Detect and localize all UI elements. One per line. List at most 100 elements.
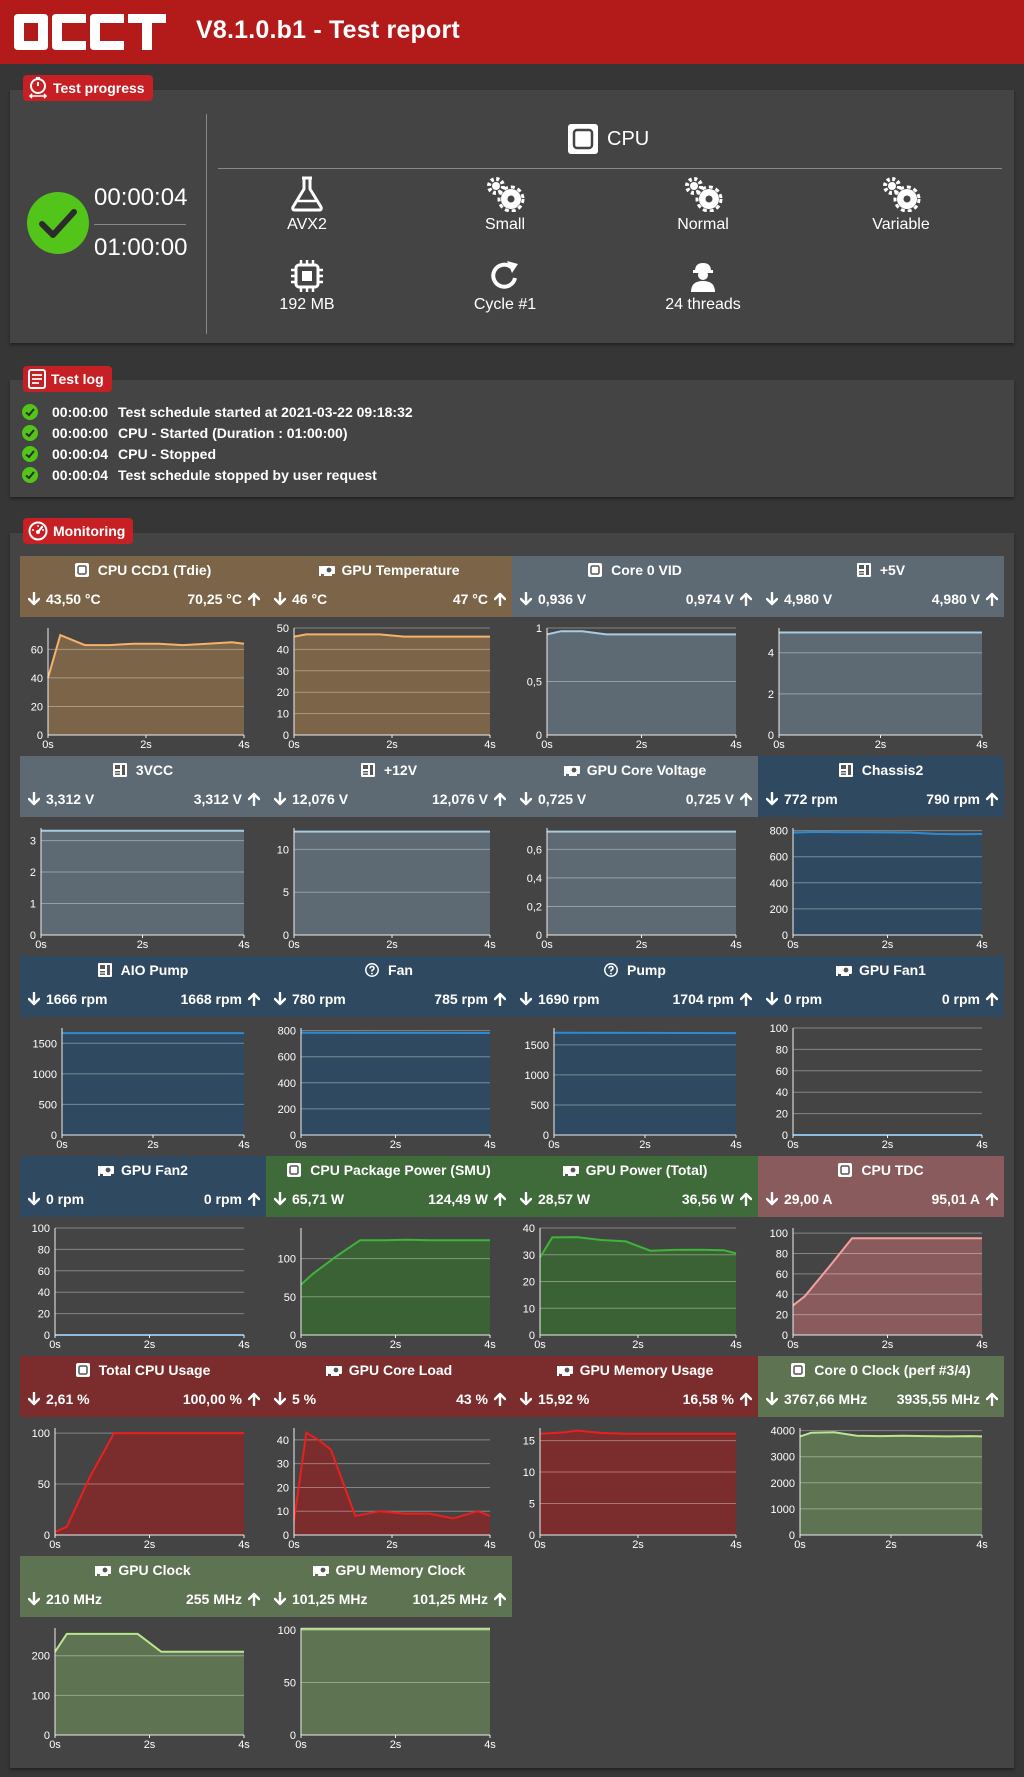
sensor-title: GPU Core Voltage (512, 762, 758, 778)
sensor-chart: 0 10 20 30 40 0s 2s 4s (523, 1223, 743, 1351)
badge-label: Test log (51, 371, 104, 387)
sensor-header: Chassis2 772 rpm 790 rpm (758, 756, 1004, 817)
arrow-down-icon (766, 592, 778, 606)
arrow-up-icon (494, 1192, 506, 1206)
sensor-max-value: 70,25 °C (187, 591, 242, 607)
motherboard-icon (856, 563, 871, 577)
sensor-max: 3935,55 MHz (897, 1391, 998, 1407)
sensor-chart: 0 20 40 60 80 100 0s 2s 4s (32, 1223, 251, 1351)
gpu-icon (325, 1366, 342, 1376)
x-tick-label: 0s (794, 1539, 806, 1551)
x-tick-label: 4s (238, 739, 250, 751)
test-progress-badge: Test progress (23, 75, 153, 101)
sensor-name: CPU Package Power (SMU) (310, 1162, 491, 1178)
test-log-panel: 00:00:00 Test schedule started at 2021-0… (10, 380, 1014, 497)
gpu-icon (836, 966, 853, 976)
sensor-header: GPU Memory Clock 101,25 MHz 101,25 MHz (266, 1556, 512, 1617)
arrow-down-icon (766, 1192, 778, 1206)
sensor-min: 772 rpm (766, 791, 838, 807)
y-tick-label: 100 (32, 1690, 50, 1702)
y-tick-label: 0 (782, 1330, 788, 1342)
sensor-min-value: 0 rpm (784, 991, 823, 1007)
motherboard-icon (97, 963, 112, 977)
y-tick-label: 400 (278, 1078, 296, 1090)
sensor-min-value: 1690 rpm (538, 991, 600, 1007)
x-tick-label: 2s (639, 1139, 651, 1151)
x-tick-label: 2s (390, 1739, 402, 1751)
sensor-title: +5V (758, 562, 1004, 578)
x-tick-label: 2s (390, 1339, 402, 1351)
sensor-min: 1690 rpm (520, 991, 599, 1007)
arrow-up-icon (494, 992, 506, 1006)
arrow-up-icon (740, 1392, 752, 1406)
sensor-name: GPU Core Voltage (586, 762, 707, 778)
arrow-up-icon (986, 792, 998, 806)
y-tick-label: 200 (32, 1651, 50, 1663)
refresh-icon (491, 261, 518, 289)
sensor-min: 2,61 % (28, 1391, 90, 1407)
gpu-icon (312, 1566, 329, 1576)
y-tick-label: 0 (44, 1730, 50, 1742)
sensor-title: Chassis2 (758, 762, 1004, 778)
sensor-header: GPU Temperature 46 °C 47 °C (266, 556, 512, 617)
x-tick-label: 2s (386, 739, 398, 751)
test-progress-panel: 00:00:04 01:00:00 CPU AVX2 Small (10, 90, 1014, 343)
y-tick-label: 40 (776, 1087, 788, 1099)
arrow-down-icon (520, 1192, 532, 1206)
y-tick-label: 0 (768, 730, 774, 742)
sensor-min-value: 0,725 V (538, 791, 587, 807)
gauge-icon (28, 521, 48, 541)
log-time: 00:00:04 (52, 467, 109, 483)
x-tick-label: 0s (35, 939, 47, 951)
arrow-up-icon (740, 792, 752, 806)
y-tick-label: 20 (277, 1482, 289, 1494)
sensor-min: 3767,66 MHz (766, 1391, 867, 1407)
series-line (54, 1632, 244, 1653)
sensor-min-value: 101,25 MHz (292, 1591, 368, 1607)
y-tick-label: 40 (31, 673, 43, 685)
y-tick-label: 100 (32, 1428, 50, 1440)
gears-icon (487, 177, 525, 212)
sensor-name: Total CPU Usage (98, 1362, 211, 1378)
sensor-max: 16,58 % (683, 1391, 752, 1407)
y-tick-label: 20 (38, 1309, 50, 1321)
series-line (799, 1431, 983, 1438)
sensor-max: 4,980 V (932, 591, 998, 607)
y-tick-label: 800 (278, 1026, 296, 1038)
sensor-name: GPU Temperature (341, 562, 460, 578)
sensor-max: 3,312 V (194, 791, 260, 807)
x-tick-label: 2s (386, 1539, 398, 1551)
sensor-chart: 0 50 100 0s 2s 4s (278, 1625, 497, 1751)
x-tick-label: 0s (42, 739, 54, 751)
sensor-title: Core 0 VID (512, 562, 758, 578)
sensor-chart: 0 10 20 30 40 50 0s 2s 4s (277, 623, 497, 751)
sensor-chart: 0 50 100 0s 2s 4s (32, 1428, 250, 1551)
sensor-header: GPU Fan2 0 rpm 0 rpm (20, 1156, 266, 1217)
series-line (300, 1238, 490, 1286)
status-check-icon (27, 192, 89, 254)
y-tick-label: 50 (277, 623, 289, 635)
y-tick-label: 50 (38, 1479, 50, 1491)
arrow-down-icon (274, 992, 286, 1006)
series-area (800, 1432, 982, 1535)
y-tick-label: 2000 (771, 1478, 795, 1490)
arrow-up-icon (494, 592, 506, 606)
x-tick-label: 4s (238, 1139, 250, 1151)
sensor-max-value: 1668 rpm (180, 991, 242, 1007)
series-area (55, 1633, 244, 1735)
sensor-min-value: 210 MHz (46, 1591, 103, 1607)
y-tick-label: 20 (31, 701, 43, 713)
sensor-min: 28,57 W (520, 1191, 590, 1207)
sensor-max: 790 rpm (926, 791, 998, 807)
sensor-name: GPU Power (Total) (585, 1162, 708, 1178)
series-line (539, 1429, 736, 1435)
sensor-header: Core 0 VID 0,936 V 0,974 V (512, 556, 758, 617)
sensor-min-value: 1666 rpm (46, 991, 108, 1007)
sensor-name: Core 0 Clock (perf #3/4) (814, 1362, 971, 1378)
sensor-min: 15,92 % (520, 1391, 589, 1407)
series-line (792, 830, 983, 836)
x-tick-label: 2s (882, 1139, 894, 1151)
sensor-max-value: 3,312 V (193, 791, 242, 807)
y-tick-label: 600 (278, 1052, 296, 1064)
sensor-name: GPU Clock (118, 1562, 191, 1578)
